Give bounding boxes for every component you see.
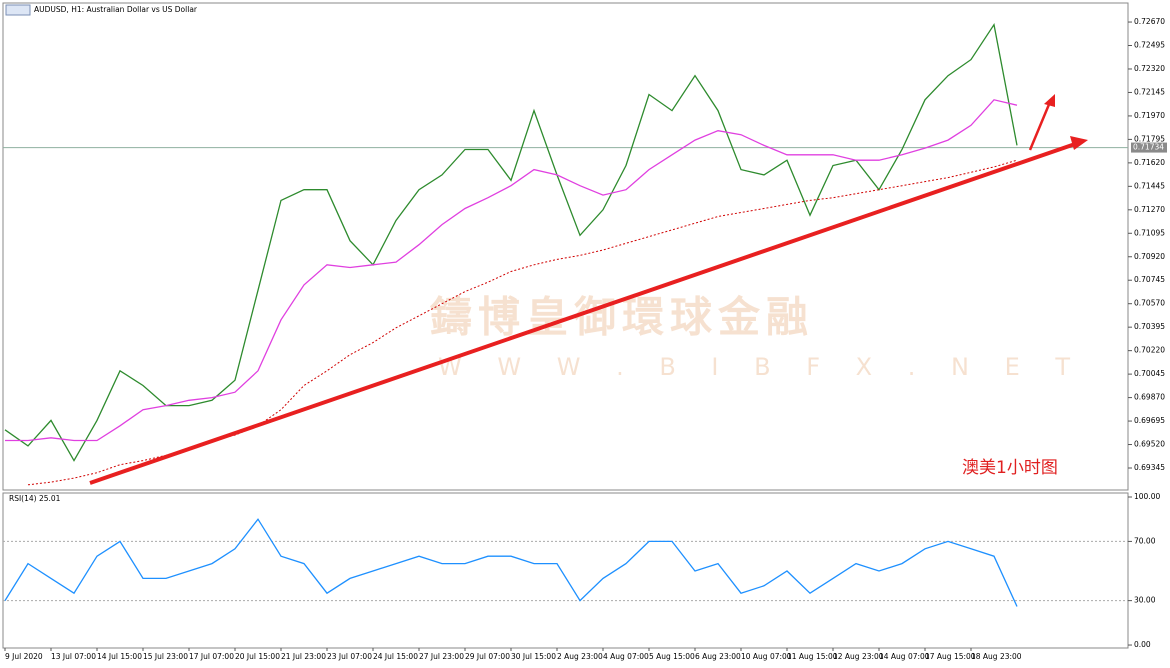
rsi-title: RSI(14) 25.01 — [9, 494, 61, 503]
y-tick-label: 0.71620 — [1134, 158, 1165, 167]
x-tick-label: 14 Aug 07:00 — [879, 652, 930, 661]
series-line — [4, 518, 1018, 607]
y-tick-label: 0.72320 — [1134, 64, 1165, 73]
series-line — [5, 99, 1018, 442]
annotation: 澳美1小时图 — [962, 458, 1058, 478]
x-tick-label: 11 Aug 15:00 — [787, 652, 838, 661]
x-tick-label: 24 Jul 15:00 — [373, 652, 418, 661]
y-tick-label: 0.71970 — [1134, 111, 1165, 120]
chart-title: AUDUSD, H1: Australian Dollar vs US Doll… — [34, 5, 198, 14]
x-tick-label: 6 Aug 23:00 — [695, 652, 741, 661]
x-tick-label: 15 Jul 23:00 — [143, 652, 188, 661]
y-tick-label: 0.70920 — [1134, 252, 1165, 261]
x-tick-label: 18 Aug 23:00 — [971, 652, 1022, 661]
x-tick-label: 29 Jul 07:00 — [465, 652, 510, 661]
watermark-url: W W W . B I B F X . N E T — [438, 353, 1084, 381]
y-tick-label: 0.69695 — [1134, 416, 1165, 425]
x-tick-label: 5 Aug 15:00 — [649, 652, 695, 661]
x-tick-label: 12 Aug 23:00 — [833, 652, 884, 661]
up-arrow-head — [1044, 94, 1055, 107]
x-tick-label: 20 Jul 15:00 — [235, 652, 280, 661]
x-tick-label: 27 Jul 23:00 — [419, 652, 464, 661]
x-tick-label: 17 Jul 07:00 — [189, 652, 234, 661]
x-tick-label: 4 Aug 07:00 — [603, 652, 649, 661]
x-tick-label: 17 Aug 15:00 — [925, 652, 976, 661]
y-tick-label: 0.71270 — [1134, 205, 1165, 214]
x-tick-label: 9 Jul 2020 — [5, 652, 43, 661]
y-tick-label: 0.72495 — [1134, 41, 1165, 50]
x-tick-label: 2 Aug 23:00 — [557, 652, 603, 661]
y-tick-label: 0.70745 — [1134, 275, 1165, 284]
main-panel — [2, 2, 1129, 491]
y-tick-label: 0.70045 — [1134, 369, 1165, 378]
price-tag-label: 0.71734 — [1133, 143, 1164, 152]
y-tick-label: 0.70570 — [1134, 299, 1165, 308]
y-tick-label: 0.70220 — [1134, 346, 1165, 355]
up-arrow-line — [1028, 101, 1052, 151]
trend-arrow — [1070, 136, 1088, 150]
y-tick-label: 0.69520 — [1134, 440, 1165, 449]
plot: 0.72670 0.72495 0.72320 0.72145 0.71970 0.717… — [3, 17, 1167, 661]
y-tick-label: 0.71795 — [1134, 134, 1165, 143]
x-tick-label: 14 Jul 15:00 — [97, 652, 142, 661]
y-tick-label: 0.71095 — [1134, 228, 1165, 237]
y-tick-label: 70.00 — [1134, 536, 1156, 545]
y-tick-label: 0.71445 — [1134, 181, 1165, 190]
y-tick-label: 0.00 — [1134, 640, 1151, 649]
trend-line — [89, 141, 1079, 485]
y-tick-label: 0.72145 — [1134, 87, 1165, 96]
series-line — [4, 23, 1018, 462]
x-tick-label: 30 Jul 15:00 — [511, 652, 556, 661]
y-tick-label: 0.70395 — [1134, 322, 1165, 331]
symbol-icon — [5, 4, 31, 16]
y-tick-label: 100.00 — [1134, 492, 1160, 501]
x-tick-label: 21 Jul 23:00 — [281, 652, 326, 661]
x-tick-label: 10 Aug 07:00 — [741, 652, 792, 661]
y-tick-label: 30.00 — [1134, 596, 1156, 605]
x-tick-label: 23 Jul 07:00 — [327, 652, 372, 661]
y-tick-label: 0.69345 — [1134, 463, 1165, 472]
x-tick-label: 13 Jul 07:00 — [51, 652, 96, 661]
y-tick-label: 0.69870 — [1134, 393, 1165, 402]
price-tag — [1131, 142, 1167, 153]
rsi-panel — [2, 492, 1129, 649]
y-tick-label: 0.72670 — [1134, 17, 1165, 26]
